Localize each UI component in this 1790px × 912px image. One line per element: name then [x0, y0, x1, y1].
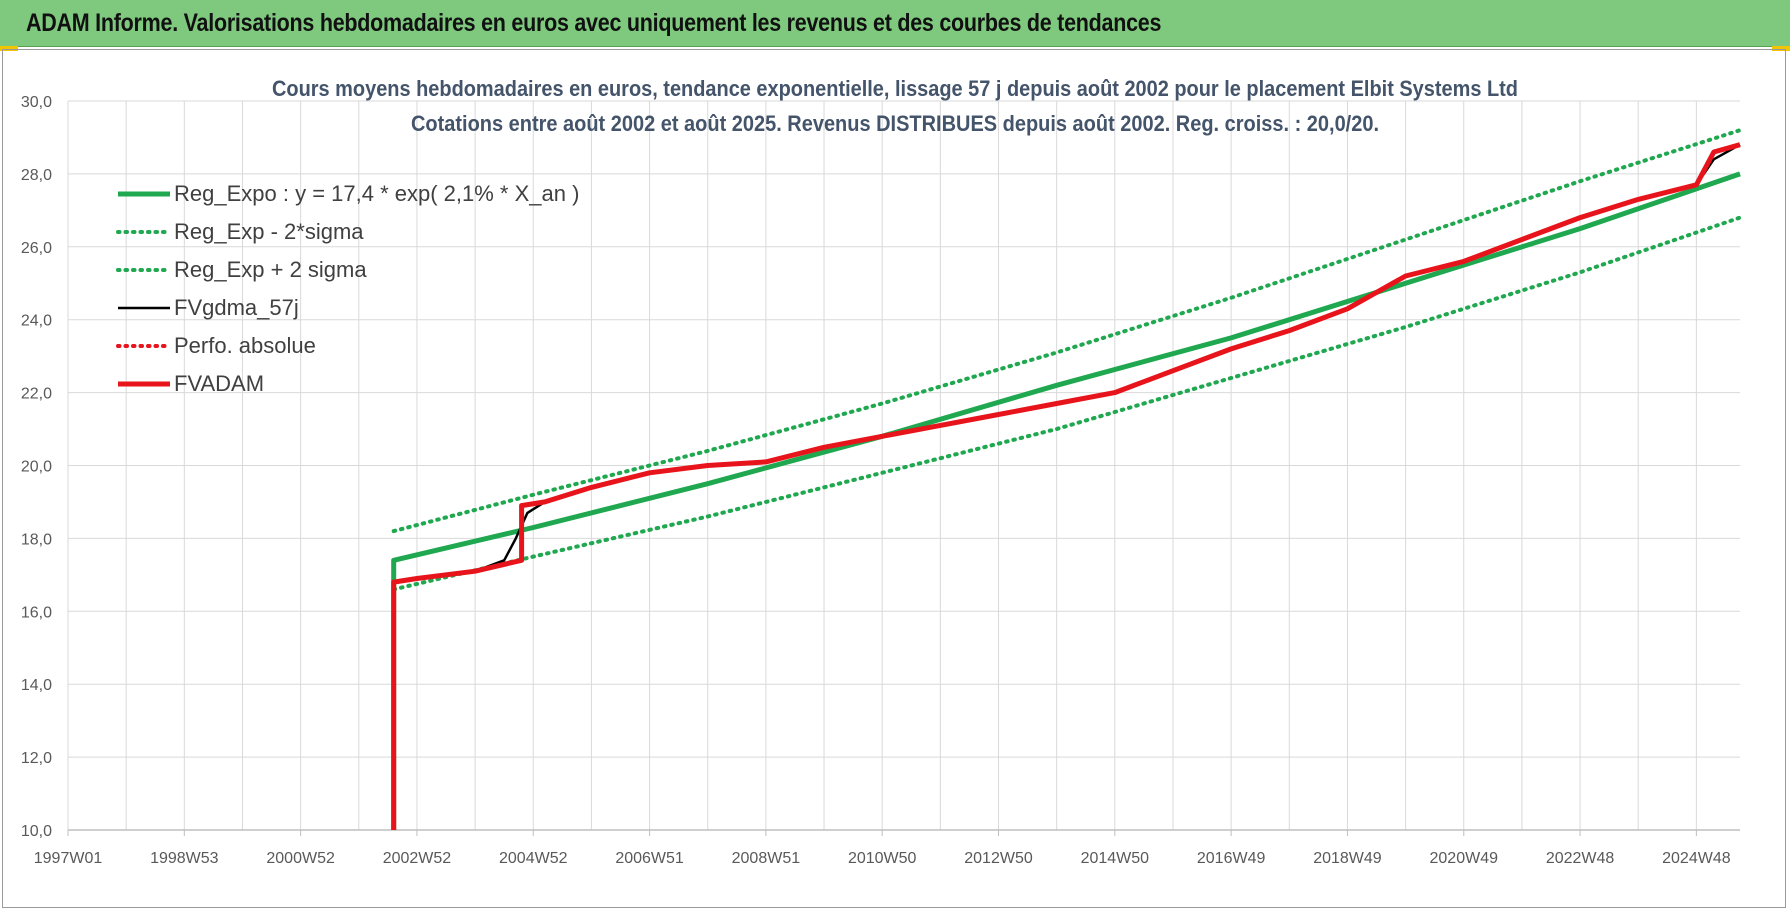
- legend-entry-2: Reg_Exp + 2 sigma: [174, 257, 367, 282]
- x-tick-label: 2018W49: [1313, 850, 1382, 867]
- y-tick-label: 24,0: [21, 313, 52, 330]
- y-tick-label: 22,0: [21, 386, 52, 403]
- x-tick-label: 1998W53: [150, 850, 219, 867]
- x-tick-label: 2006W51: [615, 850, 684, 867]
- x-tick-label: 2008W51: [732, 850, 801, 867]
- x-tick-label: 2016W49: [1197, 850, 1266, 867]
- x-tick-label: 2010W50: [848, 850, 917, 867]
- series-line-3: [393, 143, 1741, 584]
- legend-entry-4: Perfo. absolue: [174, 333, 316, 358]
- x-tick-label: 2024W48: [1662, 850, 1731, 867]
- legend-entry-5: FVADAM: [174, 371, 264, 396]
- y-tick-label: 12,0: [21, 750, 52, 767]
- legend-entry-1: Reg_Exp - 2*sigma: [174, 219, 364, 244]
- x-tick-label: 2002W52: [383, 850, 452, 867]
- y-tick-label: 20,0: [21, 459, 52, 476]
- y-tick-label: 28,0: [21, 167, 52, 184]
- y-tick-label: 14,0: [21, 677, 52, 694]
- y-tick-label: 30,0: [21, 94, 52, 111]
- x-tick-label: 2000W52: [266, 850, 335, 867]
- series-line-1: [391, 215, 1742, 592]
- x-tick-label: 2012W50: [964, 850, 1033, 867]
- chart-frame: [2, 49, 1786, 908]
- x-tick-label: 2014W50: [1081, 850, 1150, 867]
- y-tick-label: 18,0: [21, 531, 52, 548]
- chart-title-line: Cotations entre août 2002 et août 2025. …: [411, 111, 1379, 136]
- report-banner: ADAM Informe. Valorisations hebdomadaire…: [0, 0, 1790, 47]
- series-line-2: [391, 128, 1742, 534]
- x-tick-label: 2022W48: [1546, 850, 1615, 867]
- y-tick-label: 26,0: [21, 240, 52, 257]
- y-tick-label: 10,0: [21, 823, 52, 840]
- x-tick-label: 2004W52: [499, 850, 568, 867]
- series-line-5: [391, 142, 1741, 830]
- corner-mark-tr: [1772, 46, 1790, 51]
- x-tick-label: 1997W01: [34, 850, 103, 867]
- series-line-0: [391, 171, 1741, 830]
- legend-entry-0: Reg_Expo : y = 17,4 * exp( 2,1% * X_an ): [174, 181, 579, 206]
- y-tick-label: 16,0: [21, 604, 52, 621]
- report-title: ADAM Informe. Valorisations hebdomadaire…: [26, 9, 1162, 37]
- legend-entry-3: FVgdma_57j: [174, 295, 299, 320]
- corner-mark-tl: [0, 46, 18, 51]
- x-tick-label: 2020W49: [1430, 850, 1499, 867]
- chart-title-line: Cours moyens hebdomadaires en euros, ten…: [272, 76, 1518, 101]
